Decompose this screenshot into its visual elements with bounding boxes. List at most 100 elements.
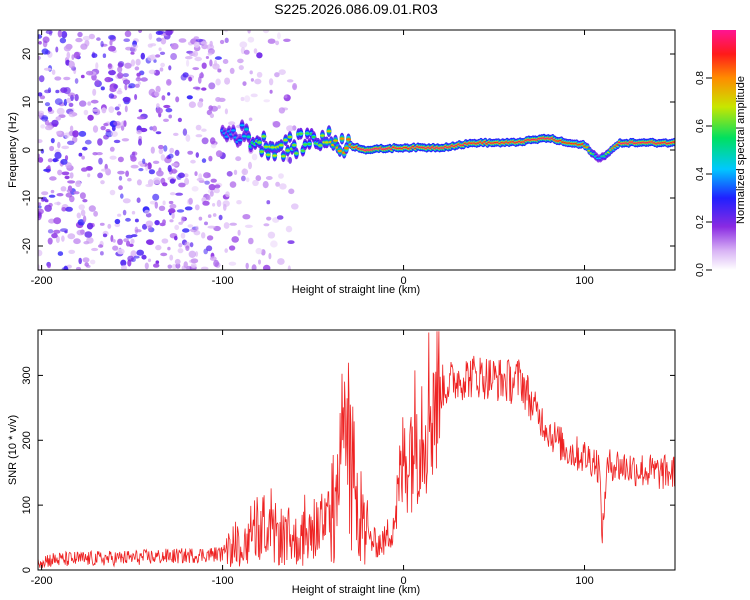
noise-blob xyxy=(263,30,269,34)
noise-blob xyxy=(188,250,196,258)
noise-blob xyxy=(76,229,85,236)
ridge-mark xyxy=(278,144,284,147)
noise-blob xyxy=(81,155,85,160)
noise-blob xyxy=(209,137,216,145)
noise-blob xyxy=(223,222,230,229)
noise-blob xyxy=(195,251,199,257)
ridge-mark xyxy=(339,137,345,140)
noise-blob xyxy=(176,209,185,213)
noise-blob xyxy=(169,192,176,196)
noise-blob xyxy=(104,76,112,83)
noise-blob xyxy=(49,176,57,181)
noise-blob xyxy=(201,62,207,69)
noise-blob xyxy=(201,158,207,163)
noise-blob xyxy=(194,56,202,62)
noise-blob xyxy=(175,262,181,269)
noise-blob xyxy=(203,172,211,179)
ridge-mark xyxy=(294,152,299,155)
noise-blob xyxy=(91,53,98,58)
noise-blob xyxy=(50,138,55,144)
noise-blob xyxy=(205,56,209,59)
noise-blob xyxy=(165,30,173,36)
noise-blob xyxy=(123,120,127,127)
noise-blob xyxy=(235,156,242,162)
noise-blob xyxy=(278,173,284,179)
noise-blob xyxy=(206,235,214,241)
noise-blob xyxy=(251,264,257,270)
noise-blob xyxy=(130,238,135,244)
noise-blob xyxy=(41,191,49,196)
noise-blob xyxy=(122,198,131,204)
noise-blob xyxy=(223,203,227,211)
noise-blob xyxy=(68,249,76,254)
noise-blob xyxy=(108,69,116,76)
noise-blob xyxy=(275,181,280,187)
noise-blob xyxy=(74,78,79,84)
noise-blob xyxy=(82,257,90,263)
noise-blob xyxy=(167,246,171,251)
noise-blob xyxy=(127,177,132,182)
noise-blob xyxy=(207,225,216,229)
ridge-mark xyxy=(317,144,323,147)
snr-xlabel: Height of straight line (km) xyxy=(292,584,420,596)
noise-blob xyxy=(113,121,121,126)
noise-blob xyxy=(73,238,81,245)
noise-blob xyxy=(170,43,179,50)
noise-blob xyxy=(247,30,251,34)
noise-blob xyxy=(288,188,295,195)
ridge-mark xyxy=(324,141,330,144)
noise-blob xyxy=(274,72,280,78)
noise-blob xyxy=(286,125,294,132)
noise-blob xyxy=(75,37,83,43)
noise-blob xyxy=(83,241,90,245)
noise-blob xyxy=(212,213,217,217)
noise-blob xyxy=(169,219,174,223)
noise-blob xyxy=(38,41,42,45)
noise-blob xyxy=(185,245,190,251)
noise-blob xyxy=(134,226,139,234)
noise-blob xyxy=(284,94,288,99)
noise-blob xyxy=(148,88,156,96)
noise-blob xyxy=(139,163,145,167)
ridge-mark xyxy=(326,130,332,133)
noise-blob xyxy=(206,194,211,201)
noise-blob xyxy=(87,114,94,121)
noise-blob xyxy=(114,106,120,111)
noise-blob xyxy=(190,263,197,268)
noise-blob xyxy=(236,200,242,205)
noise-blob xyxy=(233,169,238,175)
noise-blob xyxy=(241,175,246,182)
ridge-mark xyxy=(237,139,243,142)
noise-blob xyxy=(84,231,93,238)
noise-blob xyxy=(147,258,152,263)
noise-blob xyxy=(276,215,284,220)
ridge-mark xyxy=(291,144,297,147)
snr-ytick-label: 0 xyxy=(21,567,33,573)
noise-blob xyxy=(125,217,131,222)
noise-blob xyxy=(187,224,194,228)
noise-blob xyxy=(57,141,61,149)
noise-blob xyxy=(141,254,147,260)
noise-blob xyxy=(167,92,171,96)
noise-blob xyxy=(209,113,214,119)
noise-blob xyxy=(163,145,168,152)
noise-blob xyxy=(57,251,64,256)
noise-blob xyxy=(61,145,70,150)
noise-blob xyxy=(277,32,281,40)
noise-blob xyxy=(266,200,271,205)
noise-blob xyxy=(117,66,123,73)
noise-blob xyxy=(253,48,258,54)
noise-blob xyxy=(165,108,173,113)
spectrum-xtick-label: 0 xyxy=(400,275,406,287)
noise-blob xyxy=(198,76,202,84)
noise-blob xyxy=(84,262,89,267)
noise-blob xyxy=(67,185,73,191)
noise-blob xyxy=(161,238,169,244)
ridge-mark xyxy=(337,149,343,153)
noise-blob xyxy=(231,236,239,243)
noise-blob xyxy=(61,30,68,39)
noise-blob xyxy=(102,233,108,238)
colorbar-tick-label: 0.6 xyxy=(695,119,706,133)
noise-blob xyxy=(147,225,152,232)
noise-blob xyxy=(120,259,127,267)
